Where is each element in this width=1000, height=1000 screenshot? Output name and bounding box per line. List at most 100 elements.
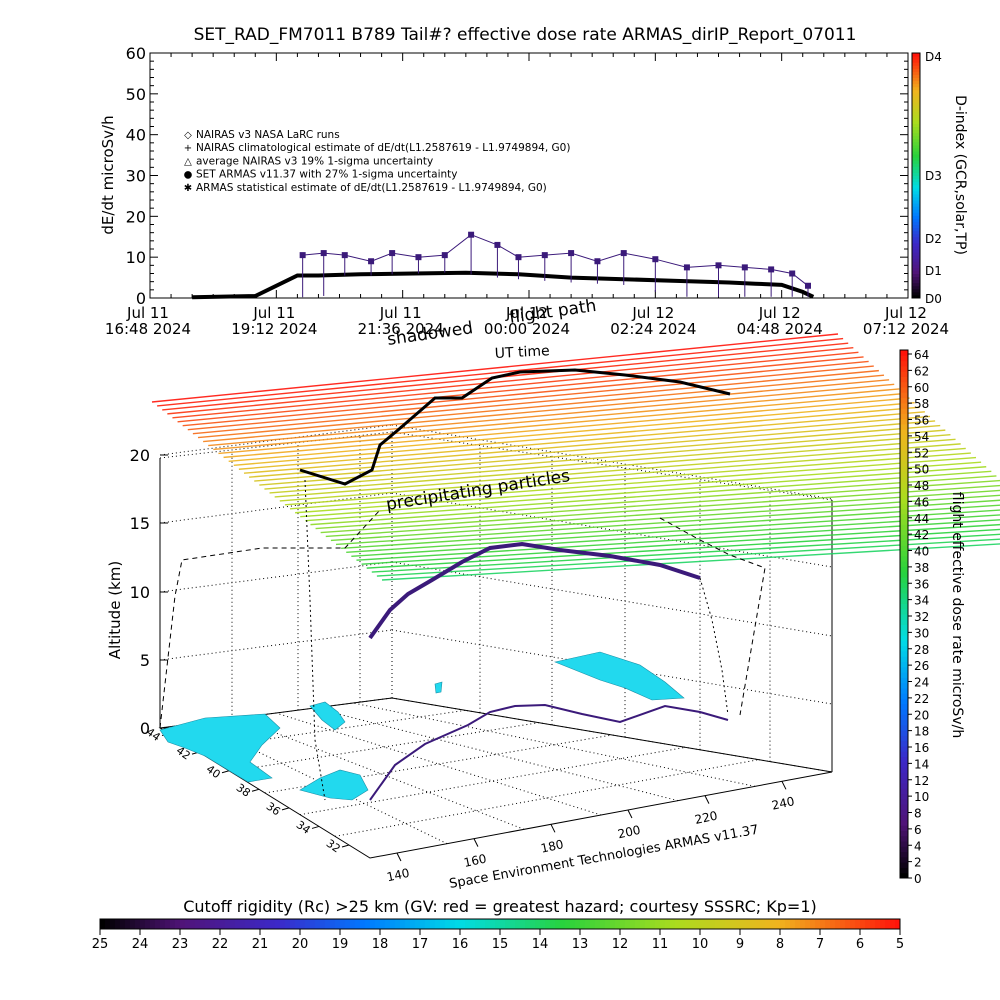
rigidity-color-step xyxy=(775,919,781,929)
dose-color-step xyxy=(900,423,908,430)
particle-layer-line xyxy=(325,489,1000,538)
ts-y-tick-label: 0 xyxy=(136,289,146,308)
rigidity-color-step xyxy=(350,919,356,929)
rigidity-color-step xyxy=(570,919,576,929)
particle-layer-line xyxy=(269,438,956,494)
dose-color-step xyxy=(900,492,908,499)
d-index-color-step xyxy=(912,89,920,94)
altitude-tick-label: 10 xyxy=(130,583,150,602)
dose-colorbar-tick-label: 10 xyxy=(914,790,929,804)
rigidity-color-step xyxy=(240,919,246,929)
particle-layer-line xyxy=(289,456,977,510)
particle-layer-line xyxy=(197,374,885,439)
rigidity-tick-label: 11 xyxy=(652,937,669,952)
rigidity-tick-label: 9 xyxy=(736,937,744,952)
d-index-color-step xyxy=(912,258,920,262)
particle-layer-line xyxy=(300,466,987,518)
d-index-color-step xyxy=(912,267,920,271)
dose-color-step xyxy=(900,376,908,383)
d-index-color-step xyxy=(912,270,920,274)
dose-colorbar-tick-label: 60 xyxy=(914,381,929,395)
particle-layer-line xyxy=(243,415,931,474)
dose-rate-colorbar: 0246810121416182022242628303234363840424… xyxy=(899,348,929,886)
dose-color-step xyxy=(900,529,908,536)
rigidity-color-step xyxy=(395,919,401,929)
ts-x-tick-label-line2: 00:00 2024 xyxy=(484,320,570,338)
dose-color-step xyxy=(900,587,908,594)
rigidity-color-step xyxy=(315,919,321,929)
rigidity-color-step xyxy=(895,919,901,929)
rigidity-color-step xyxy=(560,919,566,929)
dose-color-step xyxy=(900,513,908,520)
rigidity-color-step xyxy=(415,919,421,929)
dose-color-step xyxy=(900,555,908,562)
dose-color-step xyxy=(900,386,908,393)
rigidity-color-step xyxy=(505,919,511,929)
dose-color-step xyxy=(900,455,908,462)
rigidity-tick-label: 5 xyxy=(896,937,904,952)
dose-color-step xyxy=(900,592,908,599)
rigidity-color-step xyxy=(800,919,806,929)
rigidity-color-step xyxy=(690,919,696,929)
dose-color-step xyxy=(900,497,908,504)
flight-path-drop xyxy=(699,577,729,716)
rigidity-color-step xyxy=(200,919,206,929)
longitude-tick-label: 180 xyxy=(539,837,564,855)
land-region xyxy=(309,701,346,731)
rigidity-color-step xyxy=(515,919,521,929)
dose-color-step xyxy=(900,540,908,546)
longitude-tick-label: 240 xyxy=(770,794,795,812)
dose-color-step xyxy=(900,714,908,721)
credit-text: Space Environment Technologies ARMAS v11… xyxy=(448,823,760,892)
dose-color-step xyxy=(900,466,908,472)
rigidity-color-step xyxy=(160,919,166,929)
rigidity-color-step xyxy=(425,919,431,929)
dose-color-step xyxy=(900,577,908,583)
dose-color-step xyxy=(900,645,908,652)
dose-color-step xyxy=(900,804,908,810)
particle-layer-line xyxy=(208,383,895,447)
rigidity-color-step xyxy=(675,919,681,929)
rigidity-tick-label: 18 xyxy=(372,937,389,952)
longitude-tick xyxy=(781,781,787,790)
rigidity-color-step xyxy=(360,919,366,929)
rigidity-color-step xyxy=(175,919,181,929)
dose-color-step xyxy=(900,350,908,356)
dose-colorbar-tick-label: 62 xyxy=(914,364,929,378)
dose-color-step xyxy=(900,434,908,441)
d-index-color-step xyxy=(912,154,920,158)
rigidity-color-step xyxy=(145,919,151,929)
dose-color-step xyxy=(900,719,908,726)
rigidity-color-step xyxy=(300,919,306,929)
dose-color-step xyxy=(900,524,908,531)
rigidity-color-step xyxy=(680,919,686,929)
longitude-tick xyxy=(473,838,479,847)
dose-color-step xyxy=(900,788,908,795)
dose-rate-colorbar-label: flight effective dose rate microSv/h xyxy=(949,492,965,738)
particle-layer-line xyxy=(177,356,864,423)
rigidity-tick-label: 25 xyxy=(92,937,109,952)
rigidity-color-step xyxy=(180,919,186,929)
d-index-color-step xyxy=(912,175,920,180)
landmass-regions xyxy=(159,651,685,801)
rigidity-color-step xyxy=(850,919,856,929)
rigidity-color-step xyxy=(340,919,346,929)
d-index-color-step xyxy=(912,108,920,112)
rigidity-color-step xyxy=(430,919,436,929)
ts-y-tick-label: 20 xyxy=(126,207,146,226)
land-region xyxy=(159,713,281,783)
d-index-color-step xyxy=(912,169,920,173)
rigidity-color-step xyxy=(235,919,241,929)
d-index-color-step xyxy=(912,68,920,72)
d-index-color-step xyxy=(912,141,920,146)
rigidity-color-step xyxy=(540,919,546,929)
d-index-color-step xyxy=(912,56,920,60)
latitude-tick xyxy=(341,844,350,848)
d-index-color-step xyxy=(912,92,920,97)
ts-x-tick-label-line2: 07:12 2024 xyxy=(863,320,949,338)
wall-grid-horizontal xyxy=(159,561,393,593)
rigidity-color-step xyxy=(530,919,536,929)
d-index-color-step xyxy=(912,288,920,293)
rigidity-color-step xyxy=(740,919,746,929)
rigidity-color-step xyxy=(535,919,541,929)
